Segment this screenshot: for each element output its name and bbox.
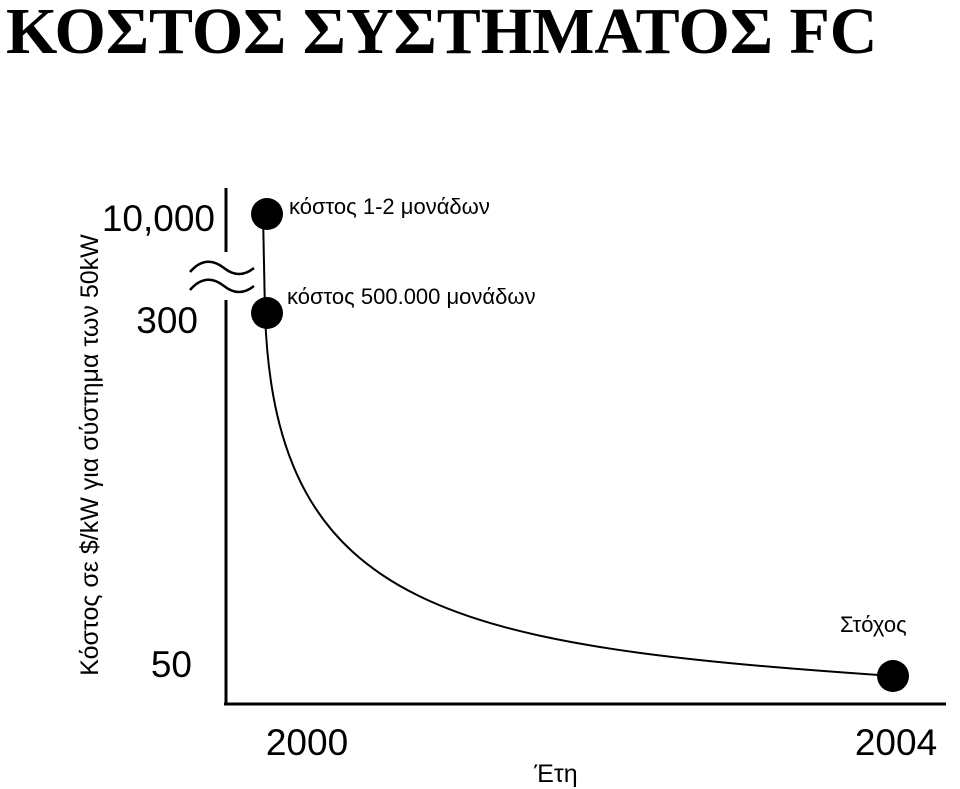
x-tick-label: 2000 [266,722,348,763]
y-tick-label: 50 [151,644,192,685]
x-tick-label: 2004 [855,722,937,763]
annotation-label: κόστος 500.000 μονάδων [287,284,536,309]
annotation-label: Στόχος [840,612,907,637]
y-tick-label: 10,000 [102,198,215,239]
y-axis-title: Κόστος σε $/kW για σύστημα των 50kW [76,234,104,676]
x-axis-title: Έτη [533,760,577,788]
y-tick-label: 300 [136,300,198,341]
axis-break-mark [189,278,255,294]
data-point [251,297,283,329]
series-curve [264,312,894,677]
annotation-label: κόστος 1-2 μονάδων [289,194,490,219]
axis-break-mark [189,260,255,276]
data-point [877,660,909,692]
data-point [251,198,283,230]
series-line [262,213,266,314]
page-title: ΚΟΣΤΟΣ ΣΥΣΤΗΜΑΤΟΣ FC [6,0,878,68]
